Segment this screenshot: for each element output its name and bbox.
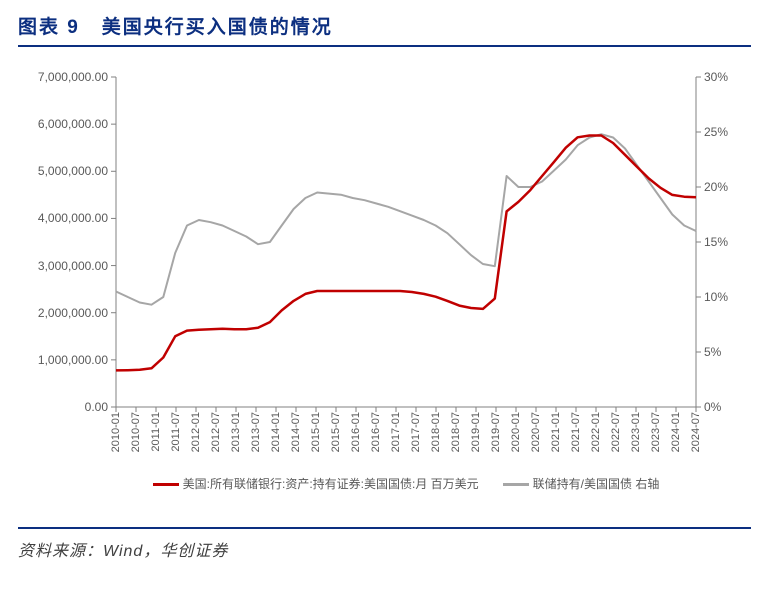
x-tick-label: 2010-01 <box>110 412 122 452</box>
x-tick-label: 2014-07 <box>290 412 302 452</box>
x-tick-label: 2023-01 <box>630 412 642 452</box>
legend-swatch <box>153 483 179 486</box>
x-tick-label: 2023-07 <box>650 412 662 452</box>
x-tick-label: 2012-01 <box>190 412 202 452</box>
legend-swatch <box>503 483 529 486</box>
legend-item: 联储持有/美国国债 右轴 <box>503 475 660 492</box>
y-left-tick-label: 0.00 <box>24 400 108 414</box>
legend: 美国:所有联储银行:资产:持有证券:美国国债:月 百万美元 联储持有/美国国债 右… <box>116 475 696 492</box>
title-rule <box>18 45 751 47</box>
x-tick-label: 2021-07 <box>570 412 582 452</box>
x-tick-label: 2019-07 <box>490 412 502 452</box>
x-tick-label: 2013-07 <box>250 412 262 452</box>
x-tick-label: 2011-07 <box>170 412 182 452</box>
x-tick-label: 2020-01 <box>510 412 522 452</box>
x-tick-label: 2015-01 <box>310 412 322 452</box>
plot-area <box>116 77 696 407</box>
x-tick-label: 2014-01 <box>270 412 282 452</box>
chart-title: 图表 9 美国央行买入国债的情况 <box>18 12 751 45</box>
y-right-tick-label: 0% <box>704 400 744 414</box>
legend-label: 美国:所有联储银行:资产:持有证券:美国国债:月 百万美元 <box>183 477 479 491</box>
x-tick-label: 2015-07 <box>330 412 342 452</box>
y-left-axis-labels: 0.001,000,000.002,000,000.003,000,000.00… <box>24 77 108 407</box>
y-right-tick-label: 20% <box>704 180 744 194</box>
series-line-1 <box>116 136 696 371</box>
x-tick-label: 2018-07 <box>450 412 462 452</box>
plot-svg <box>116 77 696 407</box>
footer-rule <box>18 527 751 529</box>
x-tick-label: 2011-01 <box>150 412 162 452</box>
x-tick-label: 2016-01 <box>350 412 362 452</box>
x-axis-labels: 2010-012010-072011-012011-072012-012012-… <box>116 412 696 470</box>
series-line-2 <box>116 134 696 305</box>
chart: 0.00 1,000,000.00 2,000,000.00 3,000,000.00… <box>24 77 744 497</box>
legend-item: 美国:所有联储银行:资产:持有证券:美国国债:月 百万美元 <box>153 475 479 492</box>
title-text: 美国央行买入国债的情况 <box>102 17 333 38</box>
x-tick-label: 2024-07 <box>690 412 702 452</box>
x-tick-label: 2024-01 <box>670 412 682 452</box>
y-left-tick-label: 7,000,000.00 <box>24 70 108 84</box>
y-right-tick-label: 30% <box>704 70 744 84</box>
x-tick-label: 2022-01 <box>590 412 602 452</box>
x-tick-label: 2022-07 <box>610 412 622 452</box>
title-prefix: 图表 9 <box>18 17 80 38</box>
legend-label: 联储持有/美国国债 右轴 <box>533 477 660 491</box>
x-tick-label: 2018-01 <box>430 412 442 452</box>
x-tick-label: 2016-07 <box>370 412 382 452</box>
y-left-tick-label: 6,000,000.00 <box>24 117 108 131</box>
y-right-tick-label: 15% <box>704 235 744 249</box>
x-tick-label: 2010-07 <box>130 412 142 452</box>
x-tick-label: 2017-01 <box>390 412 402 452</box>
y-right-tick-label: 10% <box>704 290 744 304</box>
x-tick-label: 2013-01 <box>230 412 242 452</box>
x-tick-label: 2012-07 <box>210 412 222 452</box>
y-left-tick-label: 3,000,000.00 <box>24 259 108 273</box>
y-left-tick-label: 5,000,000.00 <box>24 164 108 178</box>
x-tick-label: 2017-07 <box>410 412 422 452</box>
y-right-axis-labels: 0%5%10%15%20%25%30% <box>704 77 744 407</box>
y-right-tick-label: 5% <box>704 345 744 359</box>
y-left-tick-label: 1,000,000.00 <box>24 353 108 367</box>
x-tick-label: 2021-01 <box>550 412 562 452</box>
x-tick-label: 2019-01 <box>470 412 482 452</box>
y-left-tick-label: 4,000,000.00 <box>24 211 108 225</box>
y-right-tick-label: 25% <box>704 125 744 139</box>
x-tick-label: 2020-07 <box>530 412 542 452</box>
y-left-tick-label: 2,000,000.00 <box>24 306 108 320</box>
source-text: 资料来源：Wind，华创证券 <box>18 537 751 561</box>
